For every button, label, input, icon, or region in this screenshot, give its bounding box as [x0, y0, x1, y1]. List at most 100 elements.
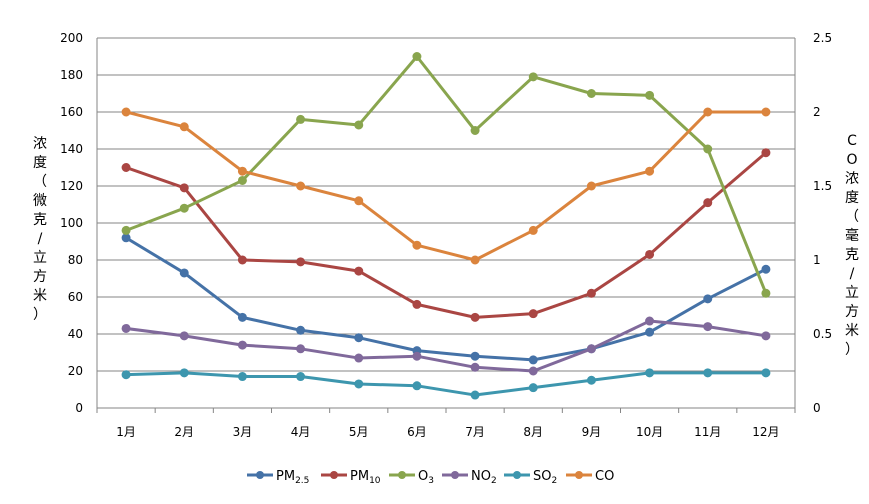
legend-swatch-marker	[575, 471, 583, 479]
series-line	[125, 236, 767, 362]
data-point	[179, 122, 189, 132]
data-point	[586, 375, 596, 385]
data-point	[237, 340, 247, 350]
y2-tick-label: 1.5	[813, 179, 832, 193]
data-point	[645, 166, 655, 176]
data-point	[703, 107, 713, 117]
y2-axis-title: C O 浓度（毫克/立方米）	[845, 133, 859, 358]
data-point	[179, 331, 189, 341]
series-line	[125, 110, 766, 262]
data-point	[645, 249, 655, 259]
data-point	[470, 312, 480, 322]
data-point	[296, 325, 306, 335]
y-axis-title: 浓度（微克/立方米）	[33, 136, 47, 323]
data-point	[296, 344, 306, 354]
data-point	[121, 163, 131, 172]
data-point	[528, 383, 538, 393]
data-point	[703, 144, 713, 154]
data-point	[761, 148, 771, 158]
x-tick-label: 6月	[407, 425, 427, 439]
x-tick-label: 1月	[116, 425, 136, 439]
x-tick-label: 3月	[233, 425, 253, 439]
y-tick-label: 160	[60, 105, 83, 119]
legend-entry: O3	[418, 469, 434, 486]
data-point	[703, 198, 713, 208]
data-point	[121, 233, 131, 243]
x-tick-label: 10月	[636, 425, 663, 439]
data-point	[412, 381, 422, 391]
legend-entry: SO2	[533, 469, 557, 486]
data-point	[703, 294, 713, 304]
data-point	[703, 322, 713, 332]
data-point	[296, 257, 306, 267]
x-tick-label: 7月	[465, 425, 485, 439]
data-point	[586, 288, 596, 298]
x-tick-label: 12月	[752, 425, 779, 439]
y-tick-label: 60	[68, 290, 83, 304]
series-line	[126, 371, 766, 397]
data-point	[179, 183, 189, 193]
y-tick-label: 0	[75, 401, 83, 415]
legend-swatch-marker	[451, 471, 459, 479]
legend-swatch-marker	[398, 471, 406, 479]
data-point	[645, 90, 655, 100]
x-tick-label: 2月	[174, 425, 194, 439]
data-point	[761, 331, 771, 341]
data-point	[296, 114, 306, 124]
y-tick-label: 200	[60, 31, 83, 45]
y-tick-label: 100	[60, 216, 83, 230]
data-point	[528, 72, 538, 82]
data-point	[645, 368, 655, 378]
legend-entry: PM10	[350, 469, 381, 486]
data-point	[528, 355, 538, 365]
data-point	[296, 181, 306, 191]
data-point	[645, 316, 655, 326]
data-point	[354, 379, 364, 389]
data-point	[237, 255, 247, 265]
data-point	[586, 89, 596, 98]
data-point	[528, 309, 538, 319]
x-tick-label: 5月	[349, 425, 369, 439]
data-point	[586, 181, 596, 191]
data-point	[237, 312, 247, 322]
data-point	[179, 203, 189, 213]
data-point	[121, 323, 131, 333]
legend-swatch-marker	[256, 471, 264, 479]
x-tick-label: 11月	[694, 425, 721, 439]
x-tick-label: 9月	[582, 425, 602, 439]
data-point	[354, 353, 364, 363]
data-point	[761, 288, 771, 298]
x-tick-label: 8月	[523, 425, 543, 439]
y2-tick-label: 2.5	[813, 31, 832, 45]
y-tick-label: 180	[60, 68, 83, 82]
data-point	[470, 351, 480, 361]
data-point	[354, 196, 364, 206]
data-point	[237, 372, 247, 382]
data-point	[412, 351, 422, 361]
data-point	[703, 368, 713, 378]
data-point	[470, 255, 480, 265]
y2-tick-label: 0.5	[813, 327, 832, 341]
data-point	[586, 344, 596, 354]
legend-entry: PM2.5	[276, 469, 309, 486]
data-point	[761, 368, 771, 378]
y2-tick-label: 0	[813, 401, 821, 415]
series-line	[125, 319, 767, 373]
data-point	[761, 107, 771, 117]
series-line	[125, 151, 767, 319]
data-point	[179, 268, 189, 278]
series-line	[125, 55, 768, 294]
data-point	[354, 266, 364, 276]
legend-entry: NO2	[471, 469, 497, 486]
data-point	[528, 366, 538, 376]
data-point	[121, 107, 131, 117]
data-point	[237, 175, 247, 185]
data-point	[354, 333, 364, 343]
y2-tick-label: 2	[813, 105, 821, 119]
data-point	[296, 372, 306, 382]
data-point	[237, 166, 247, 176]
x-tick-label: 4月	[291, 425, 311, 439]
y-tick-label: 20	[68, 364, 83, 378]
